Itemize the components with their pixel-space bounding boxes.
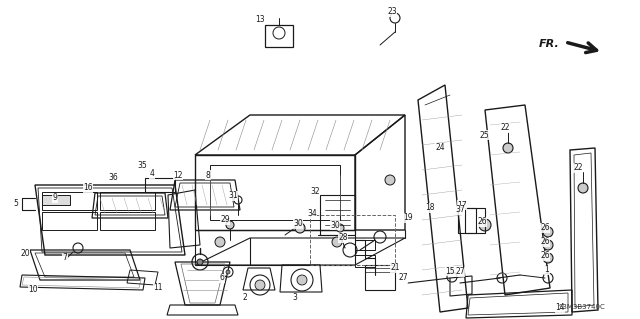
Text: 21: 21	[390, 263, 400, 272]
Circle shape	[336, 224, 344, 232]
Circle shape	[332, 237, 342, 247]
Text: 28: 28	[339, 234, 348, 242]
Bar	[355, 240, 375, 250]
Circle shape	[385, 175, 395, 185]
Text: 10: 10	[28, 286, 38, 294]
Text: 11: 11	[153, 284, 163, 293]
Circle shape	[543, 253, 553, 263]
Text: 3: 3	[292, 293, 298, 302]
Text: 4: 4	[150, 169, 154, 179]
Bar	[100, 212, 155, 230]
Circle shape	[226, 221, 234, 229]
Text: 18: 18	[425, 204, 435, 212]
Text: 17: 17	[457, 201, 467, 210]
Circle shape	[297, 275, 307, 285]
Bar	[365, 265, 395, 290]
Bar	[465, 208, 485, 233]
Text: 26: 26	[477, 218, 487, 226]
Circle shape	[503, 143, 513, 153]
Text: 36: 36	[108, 174, 118, 182]
Circle shape	[295, 223, 305, 233]
Bar	[310, 215, 395, 265]
Circle shape	[543, 240, 553, 250]
Bar	[355, 255, 375, 267]
Text: 30: 30	[330, 220, 340, 229]
Text: 2: 2	[243, 293, 248, 302]
Circle shape	[226, 270, 230, 274]
Bar	[42, 192, 97, 210]
Text: 35: 35	[137, 160, 147, 169]
Circle shape	[255, 280, 265, 290]
Text: 27: 27	[398, 273, 408, 283]
Text: 31: 31	[228, 191, 238, 201]
Text: 32: 32	[310, 188, 320, 197]
Polygon shape	[42, 195, 70, 205]
Text: 6: 6	[220, 273, 225, 283]
Text: FR.: FR.	[540, 39, 560, 49]
Text: 20: 20	[20, 249, 30, 257]
Text: 5: 5	[13, 199, 19, 209]
Text: 12: 12	[173, 170, 183, 180]
Circle shape	[543, 227, 553, 237]
Text: 8: 8	[205, 170, 211, 180]
Bar	[265, 25, 293, 47]
Bar	[458, 208, 476, 233]
Circle shape	[215, 237, 225, 247]
Text: 15: 15	[445, 266, 455, 276]
Text: 25: 25	[479, 130, 489, 139]
Text: 14: 14	[555, 303, 565, 313]
Text: 29: 29	[220, 216, 230, 225]
Circle shape	[479, 219, 491, 231]
Text: 22: 22	[500, 123, 509, 132]
Text: 26: 26	[540, 224, 550, 233]
Circle shape	[197, 259, 203, 265]
Text: 22: 22	[573, 164, 583, 173]
Text: 37: 37	[455, 205, 465, 214]
Bar	[42, 212, 97, 230]
Text: 23: 23	[387, 8, 397, 17]
Text: 24: 24	[435, 144, 445, 152]
Bar	[145, 178, 175, 192]
Text: S3M3B3740C: S3M3B3740C	[558, 304, 605, 310]
Bar	[100, 192, 155, 210]
Text: 19: 19	[403, 213, 413, 222]
Text: 7: 7	[63, 254, 67, 263]
Circle shape	[578, 183, 588, 193]
Text: 27: 27	[455, 268, 465, 277]
Text: 16: 16	[83, 183, 93, 192]
Text: 34: 34	[307, 209, 317, 218]
Text: 26: 26	[540, 238, 550, 247]
Text: 1: 1	[545, 265, 549, 275]
Text: 30: 30	[293, 219, 303, 228]
Bar	[320, 195, 355, 235]
Text: 9: 9	[52, 194, 58, 203]
Text: 26: 26	[540, 251, 550, 261]
Text: 13: 13	[255, 16, 265, 25]
